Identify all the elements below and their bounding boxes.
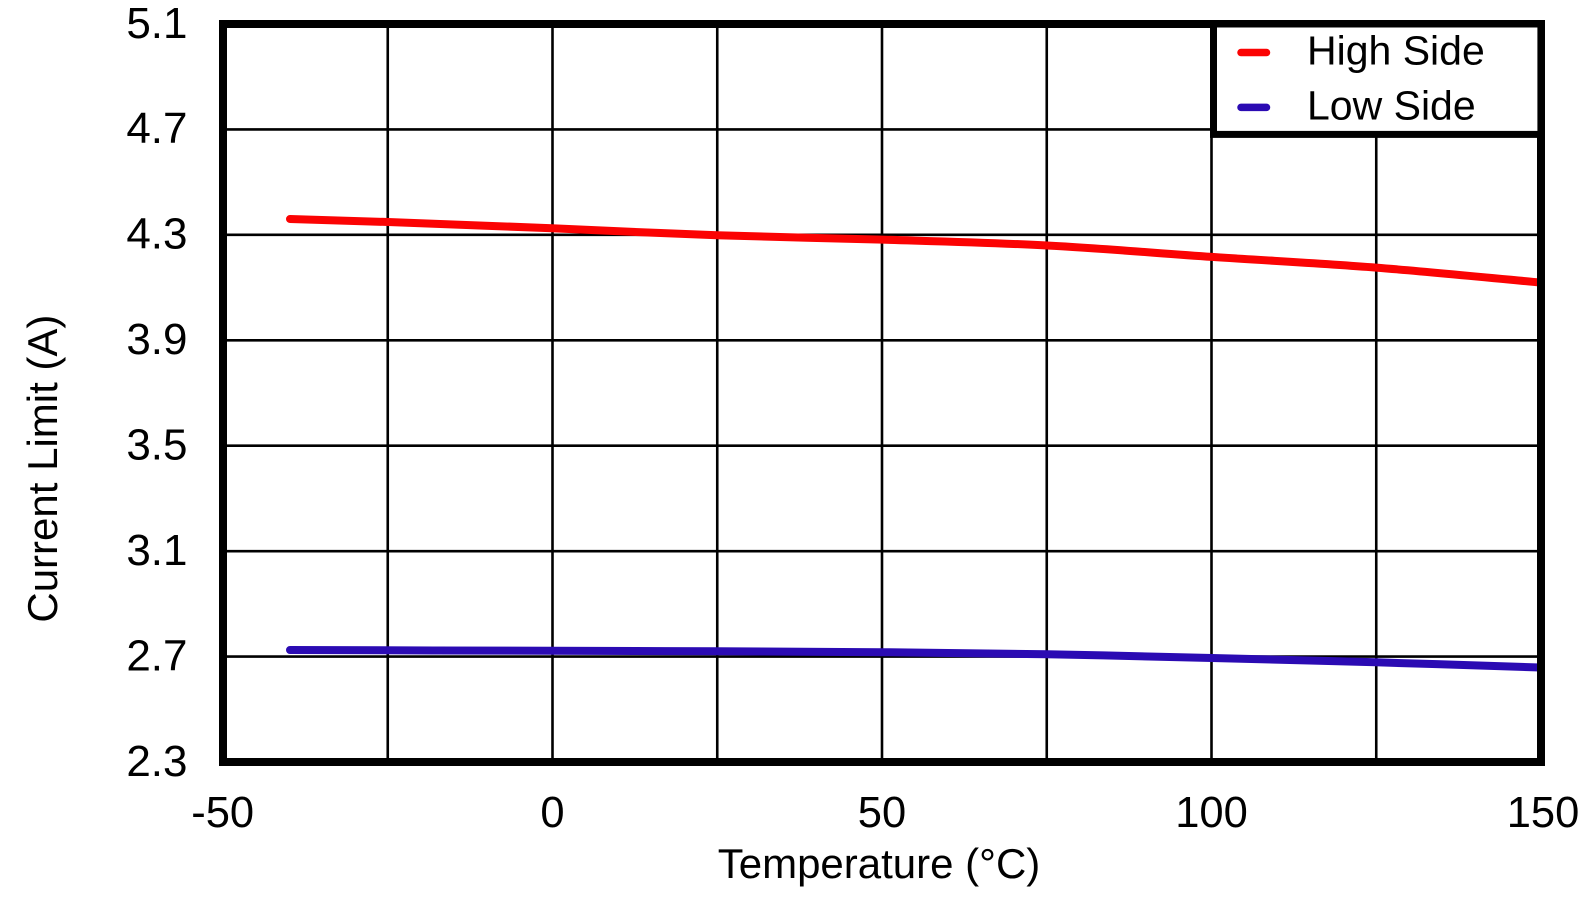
svg-text:2.3: 2.3 (126, 737, 187, 786)
svg-text:4.7: 4.7 (126, 104, 187, 153)
svg-text:Current Limit (A): Current Limit (A) (19, 315, 66, 623)
svg-text:5.1: 5.1 (126, 0, 187, 48)
svg-text:150: 150 (1507, 789, 1580, 837)
svg-text:3.9: 3.9 (126, 315, 187, 364)
svg-text:4.3: 4.3 (126, 210, 187, 259)
svg-text:Temperature (°C): Temperature (°C) (718, 840, 1041, 887)
svg-text:100: 100 (1175, 789, 1248, 837)
svg-text:-50: -50 (191, 789, 254, 837)
svg-text:50: 50 (858, 789, 906, 837)
svg-text:3.1: 3.1 (126, 526, 187, 575)
svg-text:Low Side: Low Side (1307, 83, 1476, 129)
svg-text:High Side: High Side (1307, 28, 1485, 74)
svg-text:2.7: 2.7 (126, 631, 187, 680)
svg-text:3.5: 3.5 (126, 421, 187, 470)
svg-text:0: 0 (540, 789, 564, 837)
